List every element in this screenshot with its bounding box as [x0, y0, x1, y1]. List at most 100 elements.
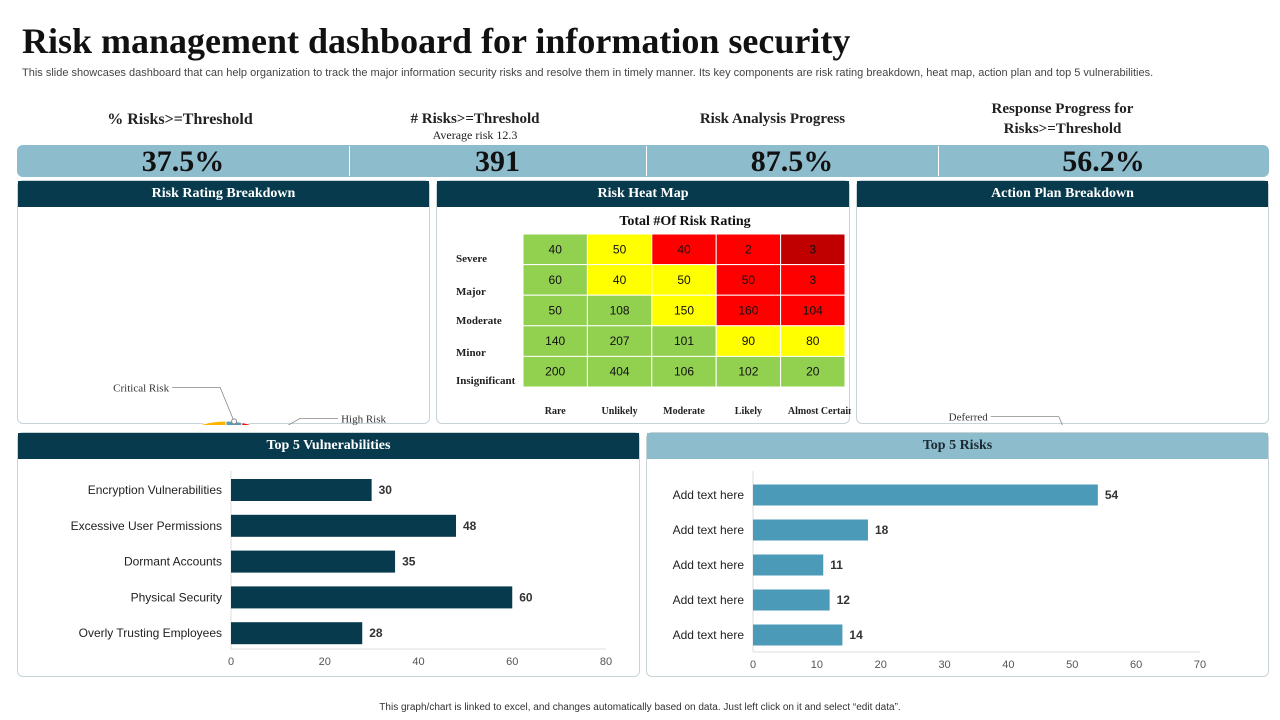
x-tick-label: 70 — [1194, 659, 1206, 671]
heat-map-row-label: Severe — [456, 253, 487, 265]
heat-map-cell — [780, 294, 846, 327]
bar-value-label: 54 — [1105, 488, 1119, 502]
heat-map-cell — [715, 233, 782, 266]
heat-map-col-label: Rare — [545, 406, 566, 417]
bar-category-label: Encryption Vulnerabilities — [88, 483, 222, 497]
x-tick-label: 60 — [506, 656, 518, 668]
heat-map-cell — [651, 355, 717, 388]
top-risks-header: Top 5 Risks — [647, 433, 1268, 459]
heat-map-cell — [586, 355, 653, 388]
callout-line — [287, 417, 339, 425]
x-tick-label: 0 — [750, 659, 756, 671]
kpi-divider — [349, 146, 350, 176]
heat-map-cell-value: 160 — [738, 304, 758, 318]
kpi-divider — [646, 146, 647, 176]
bar-value-label: 28 — [369, 626, 383, 640]
bar-value-label: 12 — [837, 593, 851, 607]
heat-map-col-label: Likely — [735, 406, 762, 417]
heat-map-cell-value: 50 — [549, 304, 563, 318]
heat-map-cell — [522, 233, 588, 266]
heat-map-cell-value: 40 — [613, 273, 627, 287]
heat-map-cell — [651, 294, 717, 327]
heat-map-cell-value: 200 — [545, 365, 565, 379]
bar-category-label: Add text here — [673, 488, 745, 502]
bar-value-label: 11 — [830, 558, 843, 572]
bar — [231, 479, 372, 501]
heat-map-cell-value: 150 — [674, 304, 694, 318]
page-title: Risk management dashboard for informatio… — [22, 21, 851, 61]
bar-category-label: Dormant Accounts — [124, 555, 222, 569]
kpi-value-response-progress: 56.2% — [1062, 145, 1145, 178]
heat-map-cell-value: 90 — [742, 334, 756, 348]
heat-map-row-label: Moderate — [456, 315, 502, 327]
slice-name-label: Critical Risk — [113, 382, 169, 394]
heat-map-cell — [780, 355, 846, 388]
action-plan-panel: Action Plan Breakdown 4%Deferred33%Imple… — [856, 180, 1269, 425]
bar — [753, 519, 868, 541]
heat-map-cell — [586, 294, 653, 327]
heat-map-cell — [715, 355, 782, 388]
action-plan-donut-chart: 4%Deferred33%Implemented10%Planned53%TBD — [949, 412, 1063, 425]
heat-map-col-label: Moderate — [663, 406, 705, 417]
x-tick-label: 80 — [600, 656, 612, 668]
heat-map-row-label: Major — [456, 286, 486, 298]
x-tick-label: 50 — [1066, 659, 1078, 671]
bar-category-label: Physical Security — [131, 590, 222, 604]
vulnerabilities-panel: Top 5 Vulnerabilities 0 20 40 60 80 30 Encrypt… — [17, 432, 640, 677]
risk-rating-donut-chart: 3%Critical Risk12%High Risk46%Low risk39… — [113, 382, 387, 425]
risk-rating-header: Risk Rating Breakdown — [18, 181, 429, 207]
heat-map-cell-value: 60 — [549, 273, 563, 287]
heat-map-row-label: Insignificant — [456, 375, 516, 387]
bar — [231, 514, 456, 537]
heat-map-cell — [522, 355, 588, 388]
x-tick-label: 40 — [1002, 659, 1014, 671]
bar — [753, 624, 843, 646]
heat-map-cell-value: 207 — [610, 334, 630, 348]
callout-line — [990, 416, 1063, 425]
bar-value-label: 18 — [875, 523, 889, 537]
kpi-label-risks-count: # Risks>=Threshold — [410, 111, 540, 127]
heat-map-cell — [780, 233, 846, 266]
vulnerabilities-bar-chart: 0 20 40 60 80 30 Encryption Vulnerabilities 48 E… — [71, 471, 612, 668]
x-tick-label: 20 — [875, 659, 887, 671]
kpi-label-analysis-progress: Risk Analysis Progress — [699, 111, 846, 127]
x-tick-label: 10 — [811, 659, 823, 671]
heat-map-col-label: Almost Certain — [788, 406, 851, 417]
x-tick-label: 20 — [319, 656, 331, 668]
bar-category-label: Add text here — [673, 628, 745, 642]
heat-map-cell-value: 80 — [806, 334, 820, 348]
heat-map-row-label: Minor — [456, 347, 486, 359]
bar-value-label: 14 — [849, 628, 863, 642]
x-tick-label: 60 — [1130, 659, 1142, 671]
heat-map-cell — [780, 325, 846, 357]
heat-map-title: Total #Of Risk Rating — [619, 214, 750, 229]
top-risks-panel: Top 5 Risks 0 10 20 30 40 50 60 70 54 Add text he… — [646, 432, 1269, 677]
heat-map-cell-value: 108 — [610, 304, 630, 318]
bar-category-label: Overly Trusting Employees — [79, 626, 222, 640]
heat-map-chart: Total #Of Risk Rating 40 50 40 2 3 60 40 50 50 3 50… — [456, 214, 851, 417]
heat-map-cell-value: 101 — [674, 334, 694, 348]
bar-category-label: Excessive User Permissions — [71, 519, 222, 533]
heat-map-cell — [651, 325, 717, 357]
kpi-label-response-progress-line2: Risks>=Threshold — [1003, 121, 1122, 137]
heat-map-col-label: Unlikely — [602, 406, 638, 417]
heat-map-cell-value: 104 — [803, 304, 823, 318]
bar-value-label: 48 — [463, 519, 477, 533]
heat-map-cell-value: 50 — [742, 273, 756, 287]
top-risks-bar-chart: 0 10 20 30 40 50 60 70 54 Add text here 18 Add text… — [673, 471, 1206, 671]
heat-map-cell — [715, 264, 782, 296]
bar — [231, 550, 396, 573]
slice-name-label: High Risk — [341, 413, 386, 425]
kpi-label-risks-pct: % Risks>=Threshold — [107, 111, 253, 128]
callout-dot — [231, 418, 238, 425]
bar-value-label: 30 — [379, 483, 393, 497]
kpi-value-analysis-progress: 87.5% — [750, 145, 834, 178]
heat-map-cell — [715, 294, 782, 327]
heat-map-cell — [522, 264, 588, 296]
kpi-value-risks-count: 391 — [475, 145, 520, 178]
heat-map-cell-value: 2 — [745, 242, 752, 256]
heat-map-cell-value: 106 — [674, 365, 694, 379]
bar — [753, 589, 830, 611]
heat-map-cell — [651, 233, 717, 266]
page-subtitle: This slide showcases dashboard that can … — [22, 67, 1154, 79]
